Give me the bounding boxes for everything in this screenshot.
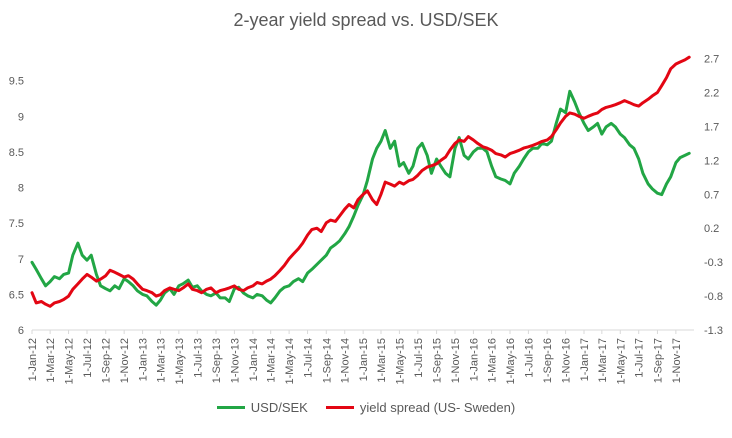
x-axis-tick-label: 1-Jul-17 bbox=[634, 338, 646, 378]
x-axis-tick-label: 1-Nov-13 bbox=[229, 338, 241, 383]
x-axis-tick-label: 1-Sep-17 bbox=[652, 338, 664, 383]
x-axis-tick-label: 1-Jan-14 bbox=[248, 338, 260, 381]
chart-title: 2-year yield spread vs. USD/SEK bbox=[233, 10, 499, 30]
x-axis-tick-label: 1-May-12 bbox=[64, 338, 76, 384]
x-axis-tick-label: 1-Jan-13 bbox=[138, 338, 150, 381]
right-axis-tick-label: -0.3 bbox=[704, 257, 723, 269]
x-axis-tick-label: 1-Mar-16 bbox=[487, 338, 499, 383]
legend-label-usdsek: USD/SEK bbox=[250, 400, 308, 415]
x-axis-tick-label: 1-Nov-16 bbox=[561, 338, 573, 383]
left-axis-tick-label: 8 bbox=[18, 183, 24, 195]
x-axis-tick-label: 1-Nov-14 bbox=[340, 338, 352, 383]
right-axis-tick-label: 1.2 bbox=[704, 155, 719, 167]
left-axis-tick-label: 6.5 bbox=[9, 289, 24, 301]
right-axis-tick-label: -0.8 bbox=[704, 291, 723, 303]
left-axis-tick-label: 7 bbox=[18, 254, 24, 266]
x-axis-tick-label: 1-Jul-13 bbox=[192, 338, 204, 378]
x-axis-tick-label: 1-Jan-16 bbox=[468, 338, 480, 381]
left-axis-tick-label: 7.5 bbox=[9, 218, 24, 230]
right-axis-tick-label: -1.3 bbox=[704, 325, 723, 337]
x-axis-tick-label: 1-Jul-15 bbox=[413, 338, 425, 378]
x-axis-tick-label: 1-Jan-12 bbox=[27, 338, 39, 381]
x-axis-tick-label: 1-Sep-12 bbox=[101, 338, 113, 383]
x-axis-tick-label: 1-May-14 bbox=[284, 338, 296, 384]
x-axis-tick-label: 1-May-17 bbox=[615, 338, 627, 384]
right-axis-tick-label: 2.2 bbox=[704, 88, 719, 100]
x-axis-tick-label: 1-May-16 bbox=[505, 338, 517, 384]
left-axis-tick-label: 8.5 bbox=[9, 147, 24, 159]
left-axis-tick-label: 9 bbox=[18, 111, 24, 123]
x-axis-tick-label: 1-Sep-13 bbox=[211, 338, 223, 383]
series-line-yield-spread bbox=[30, 55, 691, 308]
left-axis-tick-label: 6 bbox=[18, 325, 24, 337]
legend-label-yield-spread: yield spread (US- Sweden) bbox=[359, 400, 516, 415]
x-axis-tick-label: 1-Sep-16 bbox=[542, 338, 554, 383]
x-axis-tick-label: 1-Jul-14 bbox=[303, 338, 315, 378]
x-axis-tick-label: 1-May-15 bbox=[394, 338, 406, 384]
legend-swatch-usdsek bbox=[216, 406, 245, 409]
left-axis-tick-label: 9.5 bbox=[9, 76, 24, 88]
right-axis-tick-label: 0.2 bbox=[704, 223, 719, 235]
right-axis-tick-label: 2.7 bbox=[704, 54, 719, 66]
x-axis-tick-label: 1-Sep-15 bbox=[432, 338, 444, 383]
x-axis-tick-label: 1-Mar-17 bbox=[597, 338, 609, 383]
x-axis-tick-label: 1-Sep-14 bbox=[321, 338, 333, 383]
right-axis-tick-label: 0.7 bbox=[704, 189, 719, 201]
x-axis-tick-label: 1-Mar-12 bbox=[45, 338, 57, 383]
x-axis-tick-label: 1-Jul-12 bbox=[82, 338, 94, 378]
right-axis-tick-label: 1.7 bbox=[704, 121, 719, 133]
x-axis-tick-label: 1-Mar-15 bbox=[376, 338, 388, 383]
x-axis-tick-label: 1-Mar-14 bbox=[266, 338, 278, 383]
legend-swatch-yield-spread bbox=[325, 406, 354, 409]
x-axis-tick-label: 1-Nov-17 bbox=[671, 338, 683, 383]
x-axis-tick-label: 1-May-13 bbox=[174, 338, 186, 384]
series-line-usdsek bbox=[30, 89, 691, 307]
legend-item-usdsek: USD/SEK bbox=[216, 400, 308, 415]
x-axis-tick-label: 1-Jan-15 bbox=[358, 338, 370, 381]
x-axis-tick-label: 1-Nov-15 bbox=[450, 338, 462, 383]
x-axis-tick-label: 1-Mar-13 bbox=[155, 338, 167, 383]
x-axis-tick-label: 1-Nov-12 bbox=[119, 338, 131, 383]
x-axis-tick-label: 1-Jul-16 bbox=[523, 338, 535, 378]
x-axis-tick-label: 1-Jan-17 bbox=[579, 338, 591, 381]
legend-item-yield-spread: yield spread (US- Sweden) bbox=[325, 400, 516, 415]
chart-legend: USD/SEK yield spread (US- Sweden) bbox=[0, 400, 732, 415]
